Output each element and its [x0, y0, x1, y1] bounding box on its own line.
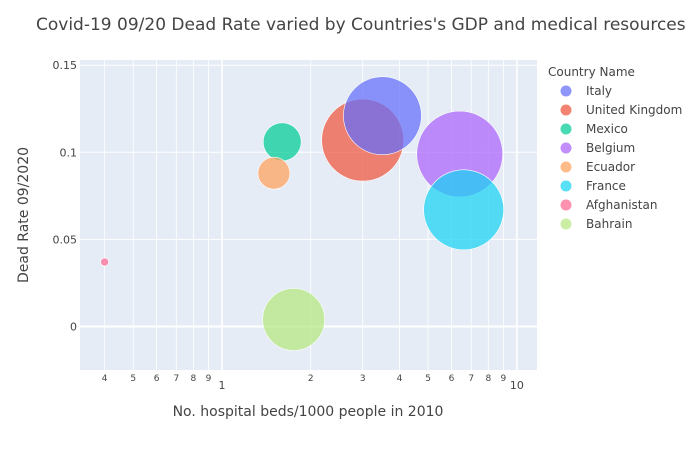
legend-label: Italy — [586, 84, 612, 98]
x-tick-label: 5 — [425, 374, 431, 384]
legend-marker — [560, 199, 572, 211]
bubble-afghanistan[interactable] — [100, 257, 109, 267]
y-tick-label: 0.05 — [53, 233, 78, 246]
y-axis-title: Dead Rate 09/2020 — [16, 147, 32, 283]
legend-label: Mexico — [586, 122, 628, 136]
legend-marker — [560, 218, 572, 230]
x-tick-label: 7 — [173, 374, 179, 384]
legend-label: France — [586, 179, 626, 193]
legend-marker — [560, 161, 572, 173]
legend-item-bahrain[interactable]: Bahrain — [560, 217, 633, 231]
x-tick-label: 2 — [308, 374, 314, 384]
x-tick-label: 4 — [102, 374, 108, 384]
bubbles — [100, 76, 504, 351]
x-axis-title: No. hospital beds/1000 people in 2010 — [173, 404, 444, 420]
x-tick-label: 6 — [154, 374, 160, 384]
x-tick-label: 6 — [449, 374, 455, 384]
bubble-italy[interactable] — [343, 76, 422, 156]
x-tick-label: 1 — [218, 379, 225, 392]
legend-label: Bahrain — [586, 217, 632, 231]
legend-item-ecuador[interactable]: Ecuador — [560, 160, 636, 174]
legend-title: Country Name — [548, 65, 635, 79]
legend-marker — [560, 142, 572, 154]
bubble-bahrain[interactable] — [262, 288, 325, 351]
chart-title: Covid-19 09/20 Dead Rate varied by Count… — [36, 15, 686, 35]
axis-ticks: 4 5 6 7 8 9 1 2 3 4 5 6 7 8 9 1000.050.10.15 — [53, 59, 524, 392]
x-tick-label: 8 — [485, 374, 491, 384]
legend-item-mexico[interactable]: Mexico — [560, 122, 628, 136]
bubble-france[interactable] — [423, 169, 504, 251]
legend-label: Belgium — [586, 141, 635, 155]
legend-marker — [560, 180, 572, 192]
x-tick-label: 4 — [397, 374, 403, 384]
legend-item-afghanistan[interactable]: Afghanistan — [560, 198, 658, 212]
y-tick-label: 0.15 — [53, 59, 78, 72]
bubble-ecuador[interactable] — [257, 156, 291, 190]
legend-label: Ecuador — [586, 160, 635, 174]
legend-label: Afghanistan — [586, 198, 657, 212]
legend-marker — [560, 85, 572, 97]
x-tick-label: 5 — [130, 374, 136, 384]
legend-item-france[interactable]: France — [560, 179, 626, 193]
legend[interactable]: Italy United Kingdom Mexico Belgium Ecuador F… — [560, 84, 683, 231]
legend-item-united-kingdom[interactable]: United Kingdom — [560, 103, 683, 117]
x-tick-label: 3 — [360, 374, 366, 384]
y-tick-label: 0.1 — [60, 146, 78, 159]
legend-marker — [560, 104, 572, 116]
x-tick-label: 7 — [468, 374, 474, 384]
x-tick-label: 8 — [191, 374, 197, 384]
bubble-mexico[interactable] — [262, 122, 302, 162]
x-tick-label: 9 — [206, 374, 212, 384]
legend-label: United Kingdom — [586, 103, 682, 117]
legend-item-belgium[interactable]: Belgium — [560, 141, 636, 155]
x-tick-label: 9 — [501, 374, 507, 384]
legend-marker — [560, 123, 572, 135]
x-tick-label: 10 — [510, 379, 524, 392]
legend-item-italy[interactable]: Italy — [560, 84, 613, 98]
y-tick-label: 0 — [70, 320, 77, 333]
